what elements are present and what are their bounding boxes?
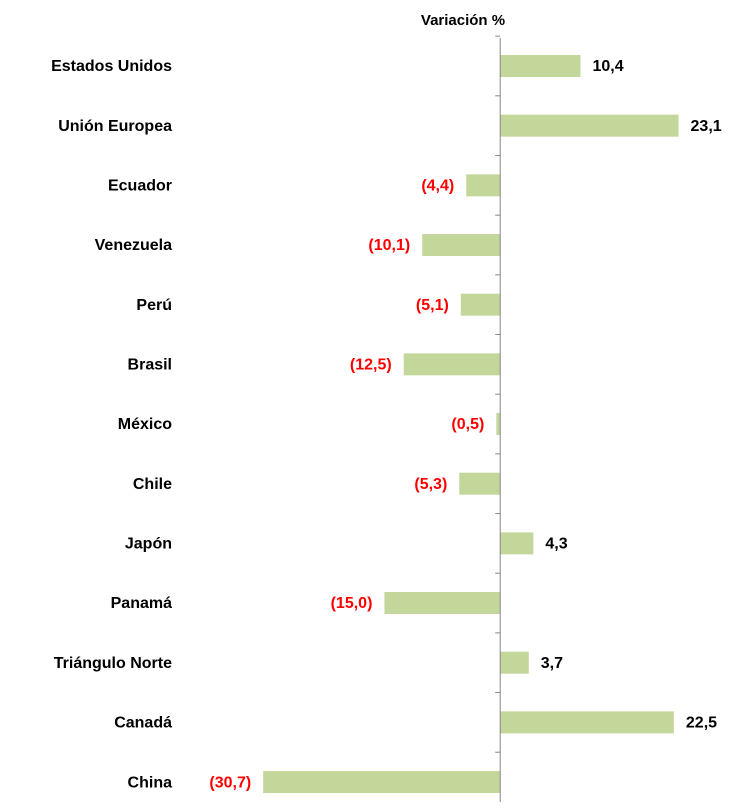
category-label: Chile — [133, 476, 172, 493]
bar — [459, 472, 501, 495]
value-label: (12,5) — [350, 357, 392, 374]
category-label: Unión Europea — [58, 118, 172, 135]
bar — [500, 114, 679, 137]
value-label: (5,3) — [414, 476, 447, 493]
bar — [496, 413, 501, 436]
bar — [403, 353, 501, 376]
category-label: Estados Unidos — [51, 58, 172, 75]
bar — [500, 711, 674, 734]
category-label: Ecuador — [108, 178, 172, 195]
category-label: China — [128, 774, 173, 791]
value-label: (30,7) — [209, 774, 251, 791]
bar — [466, 174, 501, 197]
value-label: (10,1) — [368, 237, 410, 254]
category-label: Venezuela — [95, 237, 172, 254]
category-label: Japón — [125, 536, 172, 553]
bar — [460, 293, 501, 316]
value-label: 4,3 — [545, 536, 567, 553]
value-label: (15,0) — [331, 595, 373, 612]
value-label: 3,7 — [541, 655, 563, 672]
value-label: (5,1) — [416, 297, 449, 314]
value-label: 10,4 — [592, 58, 623, 75]
category-label: Brasil — [128, 357, 172, 374]
value-label: (4,4) — [421, 178, 454, 195]
bar — [263, 771, 501, 794]
category-label: Triángulo Norte — [54, 655, 172, 672]
category-label: Canadá — [114, 715, 172, 732]
bar — [422, 234, 501, 257]
value-label: (0,5) — [451, 416, 484, 433]
bar — [500, 651, 529, 674]
category-label: Perú — [136, 297, 172, 314]
value-label: 23,1 — [691, 118, 722, 135]
value-label: 22,5 — [686, 715, 717, 732]
bar — [500, 55, 581, 77]
category-label: México — [118, 416, 172, 433]
bar — [500, 532, 534, 555]
chart-title: Variación % — [421, 12, 505, 29]
category-label: Panamá — [111, 595, 172, 612]
bar — [384, 592, 501, 615]
